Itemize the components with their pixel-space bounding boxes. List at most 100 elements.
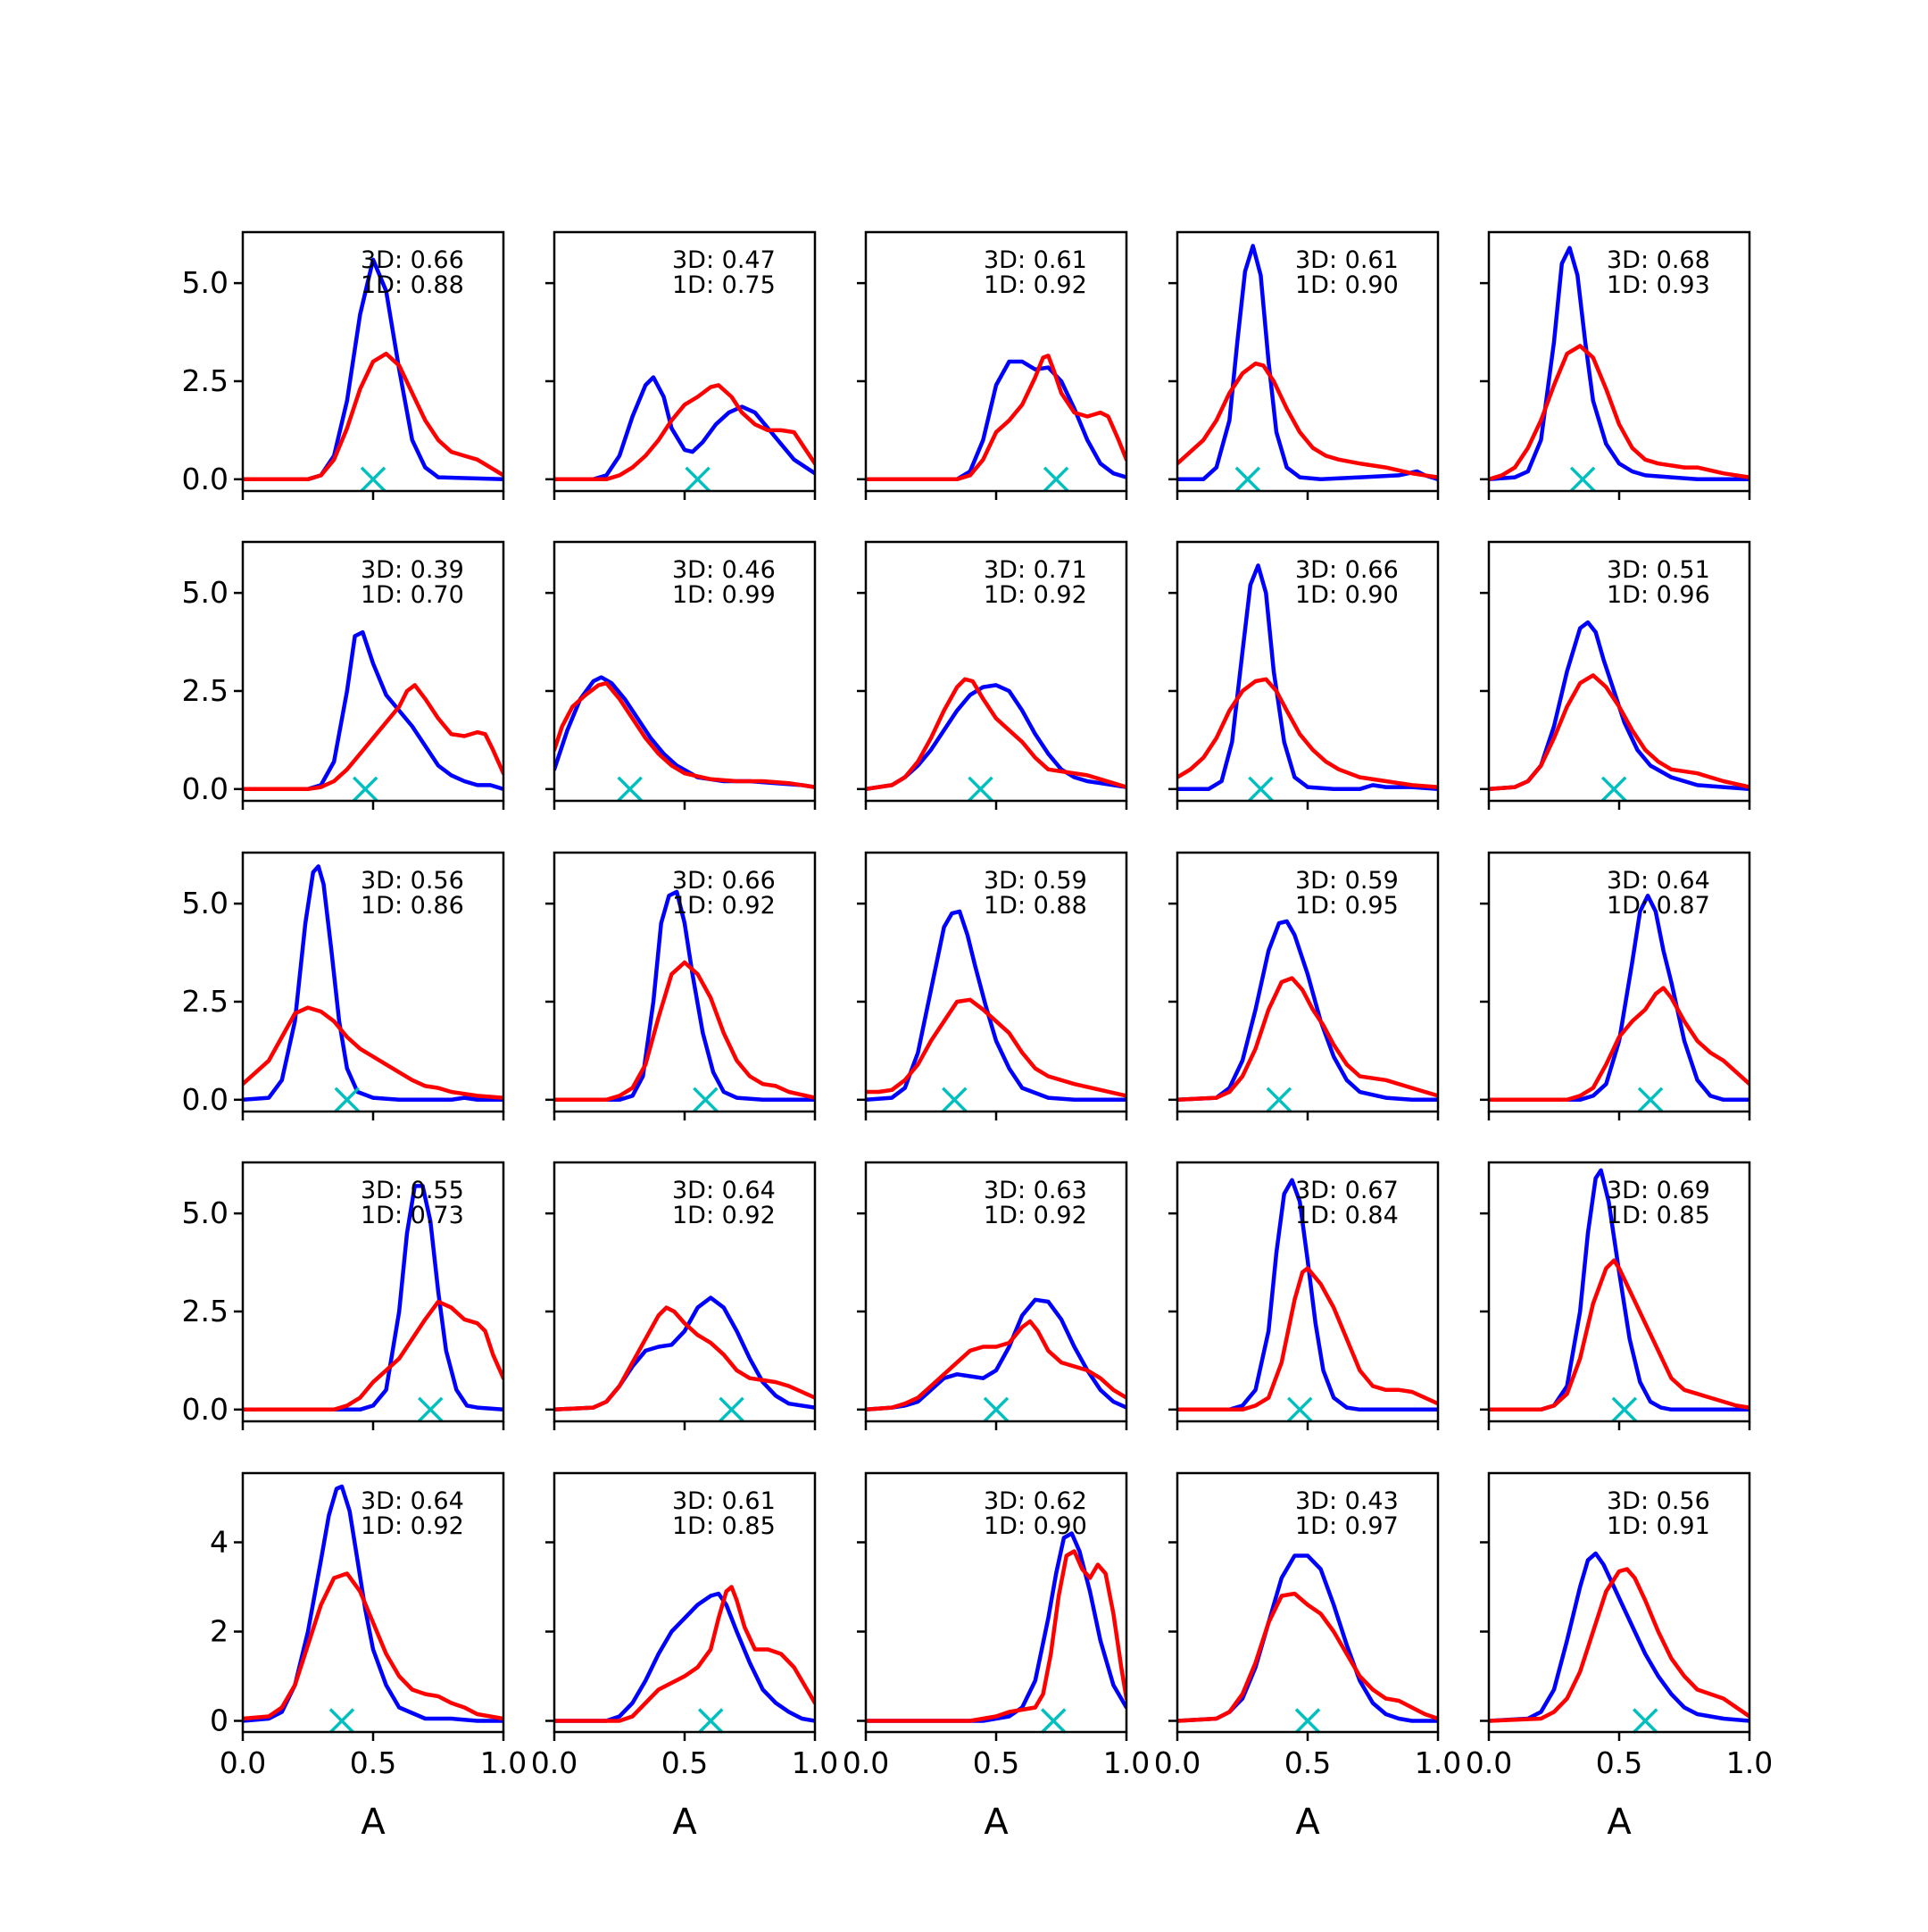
marker-stroke [968, 776, 993, 803]
x-tick-label: 1.0 [1103, 1745, 1150, 1780]
kde-line-1d [243, 1005, 503, 1100]
annotation-3d: 3D: 0.55 [361, 1177, 464, 1204]
kde-line-1d [1489, 1258, 1749, 1412]
x-tick-label: 0.5 [661, 1745, 708, 1780]
annotation-1d: 1D: 0.92 [984, 581, 1087, 609]
data-lines [243, 629, 503, 792]
annotation-3d: 3D: 0.47 [672, 246, 776, 274]
marker-stroke [328, 1708, 355, 1734]
kde-line-3d [243, 864, 503, 1103]
x-axis-label: A [984, 1802, 1009, 1843]
marker-stroke [693, 1087, 719, 1113]
y-tick-label: 2.5 [182, 673, 229, 708]
kde-line-1d [1177, 976, 1438, 1103]
kde-line-1d [1489, 1567, 1749, 1723]
marker-x [697, 1708, 724, 1734]
marker-stroke [685, 466, 711, 493]
data-lines [243, 257, 503, 482]
annotation-1d: 1D: 0.90 [1295, 271, 1399, 299]
annotation-1d: 1D: 0.90 [1295, 581, 1399, 609]
annotation-3d: 3D: 0.56 [1607, 1487, 1710, 1515]
kde-line-1d [866, 1549, 1126, 1723]
marker-x [693, 1087, 719, 1113]
data-lines [1489, 1168, 1749, 1412]
annotation-1d: 1D: 0.95 [1295, 892, 1399, 920]
marker-x [1637, 1087, 1664, 1113]
kde-line-3d [866, 683, 1126, 792]
x-tick-label: 0.5 [1596, 1745, 1642, 1780]
annotation-3d: 3D: 0.67 [1295, 1177, 1399, 1204]
marker-stroke [1637, 1087, 1664, 1113]
data-lines [243, 1484, 503, 1723]
kde-line-1d [1177, 1266, 1438, 1412]
marker-x [1611, 1396, 1638, 1423]
annotation-3d: 3D: 0.66 [361, 246, 464, 274]
kde-line-3d [866, 359, 1126, 482]
kde-line-3d [1177, 563, 1438, 792]
kde-line-3d [1489, 1168, 1749, 1412]
kde-line-3d [866, 1297, 1126, 1412]
annotation-3d: 3D: 0.63 [984, 1177, 1087, 1204]
kde-line-1d [554, 383, 815, 482]
data-lines [243, 1184, 503, 1412]
kde-line-3d [1177, 1178, 1438, 1412]
x-tick-label: 1.0 [480, 1745, 527, 1780]
kde-line-3d [1489, 246, 1749, 482]
x-tick-label: 0.5 [973, 1745, 1019, 1780]
annotation-3d: 3D: 0.64 [361, 1487, 464, 1515]
kde-line-1d [243, 351, 503, 482]
x-tick-label: 1.0 [1415, 1745, 1461, 1780]
annotation-3d: 3D: 0.69 [1607, 1177, 1710, 1204]
annotation-3d: 3D: 0.61 [984, 246, 1087, 274]
marker-x [983, 1396, 1010, 1423]
x-tick-label: 0.5 [350, 1745, 396, 1780]
x-tick-label: 0.0 [1154, 1745, 1201, 1780]
annotation-1d: 1D: 0.87 [1607, 892, 1710, 920]
x-axis-label: A [672, 1802, 697, 1843]
kde-line-1d [243, 1571, 503, 1721]
annotation-3d: 3D: 0.64 [672, 1177, 776, 1204]
marker-x [1266, 1087, 1292, 1113]
kde-line-3d [1489, 894, 1749, 1103]
marker-x [1234, 466, 1261, 493]
annotation-3d: 3D: 0.66 [672, 867, 776, 895]
data-lines [243, 864, 503, 1103]
marker-x [334, 1087, 361, 1113]
kde-line-1d [554, 680, 815, 789]
marker-stroke [334, 1087, 361, 1113]
annotation-1d: 1D: 0.73 [361, 1202, 464, 1229]
kde-line-1d [1177, 1591, 1438, 1723]
kde-line-3d [866, 909, 1126, 1103]
kde-line-3d [243, 629, 503, 792]
marker-stroke [1294, 1708, 1321, 1734]
annotation-1d: 1D: 0.92 [672, 892, 776, 920]
kde-line-1d [866, 677, 1126, 792]
marker-x [685, 466, 711, 493]
kde-line-1d [866, 1319, 1126, 1412]
marker-x [418, 1396, 444, 1423]
kde-line-3d [554, 889, 815, 1103]
kde-line-1d [1489, 344, 1749, 482]
data-lines [1489, 894, 1749, 1103]
data-lines [1177, 919, 1438, 1103]
annotation-1d: 1D: 0.91 [1607, 1512, 1710, 1540]
x-tick-label: 0.0 [531, 1745, 578, 1780]
marker-x [719, 1396, 744, 1423]
annotation-1d: 1D: 0.96 [1607, 581, 1710, 609]
